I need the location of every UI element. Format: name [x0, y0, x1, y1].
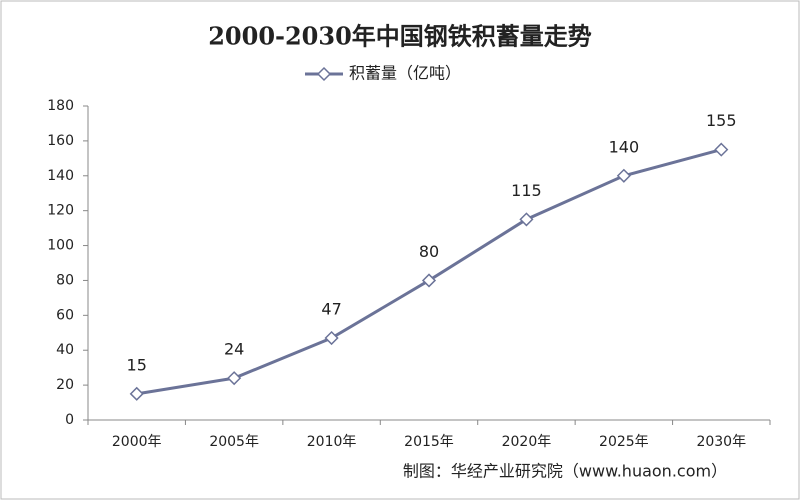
marker [421, 273, 437, 288]
marker [714, 142, 729, 157]
y-tick-label: 40 [56, 342, 74, 358]
data-label: 24 [224, 340, 244, 359]
data-label: 15 [127, 355, 147, 374]
marker [324, 330, 339, 346]
x-tick-label: 2010年 [307, 434, 357, 450]
y-tick-label: 20 [56, 377, 74, 393]
marker [616, 168, 631, 183]
marker [129, 386, 144, 401]
y-tick-label: 80 [56, 272, 74, 288]
y-tick-label: 100 [47, 238, 74, 254]
x-tick-label: 2025年 [599, 434, 649, 450]
legend-marker [316, 66, 332, 82]
x-tick-label: 2000年 [112, 434, 162, 450]
y-tick-label: 160 [47, 133, 74, 149]
x-tick-label: 2030年 [696, 434, 746, 450]
y-tick-label: 60 [56, 307, 74, 323]
marker [519, 212, 534, 227]
y-tick-label: 0 [65, 412, 74, 428]
data-label: 47 [321, 300, 341, 319]
data-label: 140 [609, 137, 640, 156]
x-tick-label: 2015年 [404, 434, 454, 450]
data-label: 80 [419, 242, 439, 261]
marker [227, 371, 242, 386]
source-note: 制图：华经产业研究院（www.huaon.com） [403, 462, 727, 481]
x-tick-label: 2020年 [502, 434, 552, 450]
x-tick-label: 2005年 [209, 434, 259, 450]
data-label: 115 [511, 181, 542, 200]
legend-label: 积蓄量（亿吨） [349, 64, 461, 83]
chart-title: 2000-2030年中国钢铁积蓄量走势 [208, 22, 592, 51]
y-tick-label: 140 [47, 168, 74, 184]
y-tick-label: 180 [47, 98, 74, 114]
y-tick-label: 120 [47, 203, 74, 219]
data-label: 155 [706, 111, 737, 130]
